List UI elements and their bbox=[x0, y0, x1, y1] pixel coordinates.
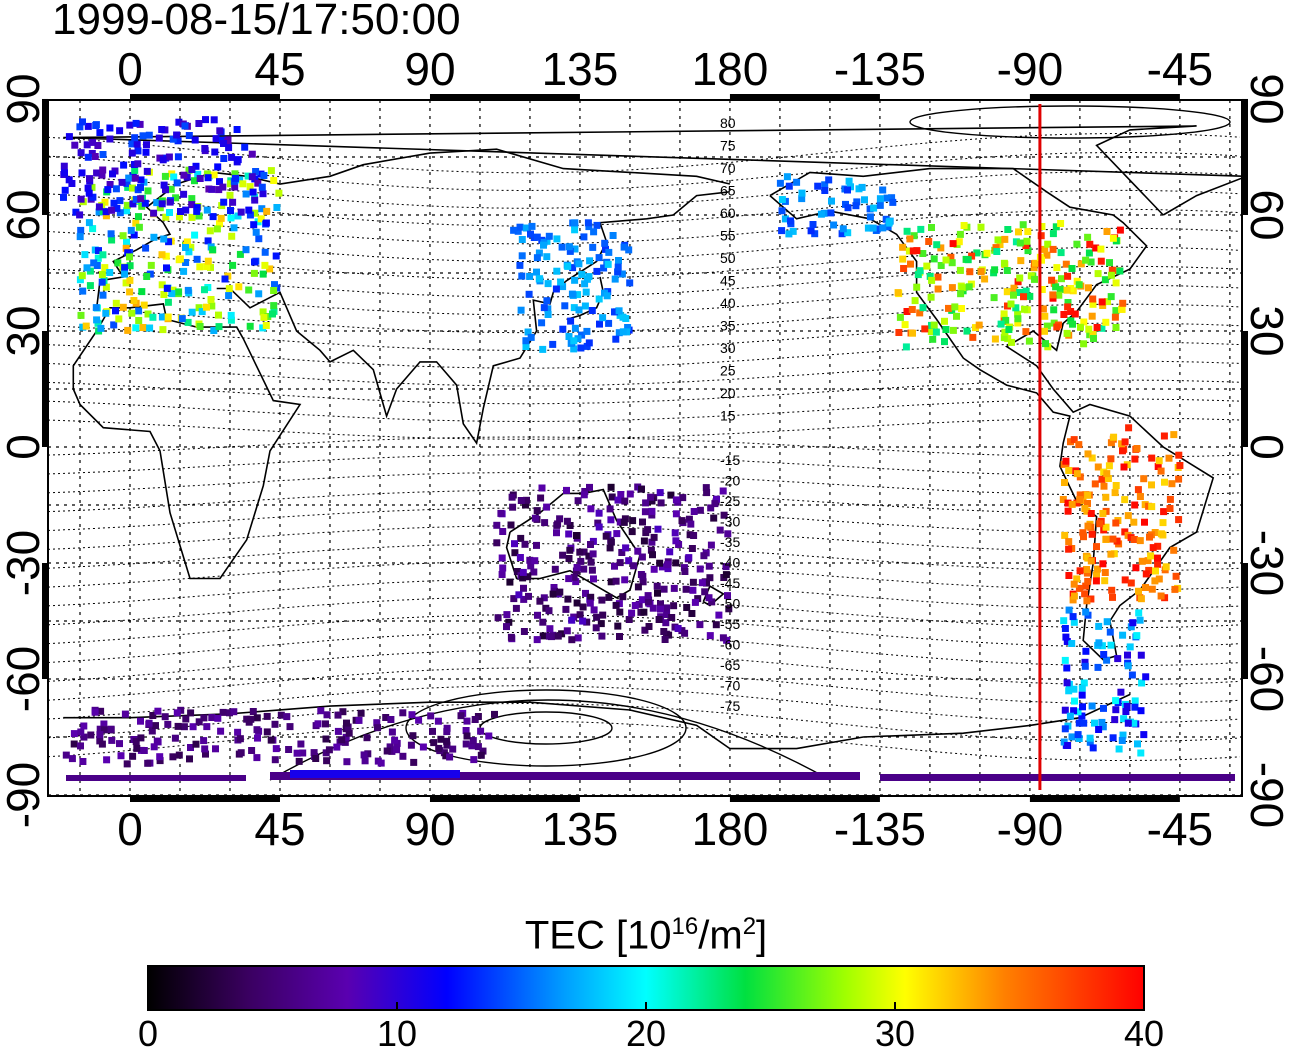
top-tick-label: -90 bbox=[996, 43, 1064, 95]
contour-label: 35 bbox=[720, 318, 736, 334]
top-tick-label: 180 bbox=[691, 43, 769, 95]
bottom-tick-label: -45 bbox=[1146, 803, 1214, 855]
frame-tick-bars bbox=[42, 94, 1248, 802]
contour-label: 65 bbox=[720, 183, 736, 199]
colorbar-tick-label: 0 bbox=[137, 1013, 159, 1054]
contour-label: 15 bbox=[720, 408, 736, 424]
colorbar-tickmarks bbox=[147, 1002, 1145, 1010]
colorbar-tick-label: 10 bbox=[376, 1013, 418, 1054]
bottom-tick-label: -90 bbox=[996, 803, 1064, 855]
contour-label: 60 bbox=[720, 205, 736, 221]
left-tick-label: 90 bbox=[0, 73, 49, 125]
contour-label: -35 bbox=[720, 534, 740, 550]
contour-label: -45 bbox=[720, 575, 740, 591]
contour-label: -20 bbox=[720, 473, 740, 489]
right-tick-label: 90 bbox=[1241, 73, 1292, 125]
bottom-tick-label: 135 bbox=[541, 803, 619, 855]
contour-label: 80 bbox=[720, 115, 736, 131]
tec-data-cells bbox=[60, 116, 1235, 781]
top-tick-label: 90 bbox=[404, 43, 456, 95]
left-tick-label: 30 bbox=[0, 305, 49, 357]
contour-label: -15 bbox=[720, 452, 740, 468]
contour-label: -40 bbox=[720, 555, 740, 571]
left-tick-label: -60 bbox=[0, 645, 49, 713]
left-tick-label: -30 bbox=[0, 529, 49, 597]
colorbar-label: TEC [1016/m2] bbox=[524, 913, 768, 958]
left-tick-label: 0 bbox=[0, 434, 49, 460]
contour-label: -55 bbox=[720, 616, 740, 632]
contour-label: -50 bbox=[720, 596, 740, 612]
colorbar-tick-label: 20 bbox=[625, 1013, 667, 1054]
colorbar-tick-label: 40 bbox=[1123, 1013, 1165, 1054]
colorbar-tick-label: 30 bbox=[874, 1013, 916, 1054]
right-tick-label: 0 bbox=[1241, 434, 1292, 460]
contour-label: 55 bbox=[720, 228, 736, 244]
bottom-tick-label: 0 bbox=[117, 803, 143, 855]
bottom-tick-label: 90 bbox=[404, 803, 456, 855]
contour-label: -25 bbox=[720, 493, 740, 509]
top-tick-label: -135 bbox=[833, 43, 926, 95]
contour-label: -70 bbox=[720, 678, 740, 694]
contour-label: 75 bbox=[720, 138, 736, 154]
top-tick-label: -45 bbox=[1146, 43, 1214, 95]
contour-label: -65 bbox=[720, 657, 740, 673]
contour-label: 25 bbox=[720, 363, 736, 379]
left-tick-label: -90 bbox=[0, 761, 49, 829]
top-tick-label: 0 bbox=[117, 43, 143, 95]
right-tick-label: -60 bbox=[1241, 645, 1292, 713]
contour-label: 20 bbox=[720, 385, 736, 401]
contour-label: 45 bbox=[720, 273, 736, 289]
contour-labels: 80 75 70 65 60 55 50 45 40 35 30 25 20 15 -15 -20 -25 -30… bbox=[720, 115, 740, 714]
top-tick-label: 135 bbox=[541, 43, 619, 95]
contour-label: -60 bbox=[720, 637, 740, 653]
contour-label: 40 bbox=[720, 295, 736, 311]
plot-border bbox=[47, 99, 1243, 797]
timestamp-title: 1999-08-15/17:50:00 bbox=[52, 0, 461, 44]
bottom-tick-label: -135 bbox=[833, 803, 926, 855]
contour-label: 70 bbox=[720, 160, 736, 176]
right-tick-label: -30 bbox=[1241, 529, 1292, 597]
contour-label: 30 bbox=[720, 340, 736, 356]
left-tick-label: 60 bbox=[0, 189, 49, 241]
right-tick-label: 60 bbox=[1241, 189, 1292, 241]
contour-label: 50 bbox=[720, 250, 736, 266]
right-tick-label: 30 bbox=[1241, 305, 1292, 357]
bottom-tick-label: 180 bbox=[691, 803, 769, 855]
top-tick-label: 45 bbox=[254, 43, 306, 95]
right-tick-label: -90 bbox=[1241, 761, 1292, 829]
contour-label: -75 bbox=[720, 698, 740, 714]
bottom-tick-label: 45 bbox=[254, 803, 306, 855]
contour-label: -30 bbox=[720, 514, 740, 530]
